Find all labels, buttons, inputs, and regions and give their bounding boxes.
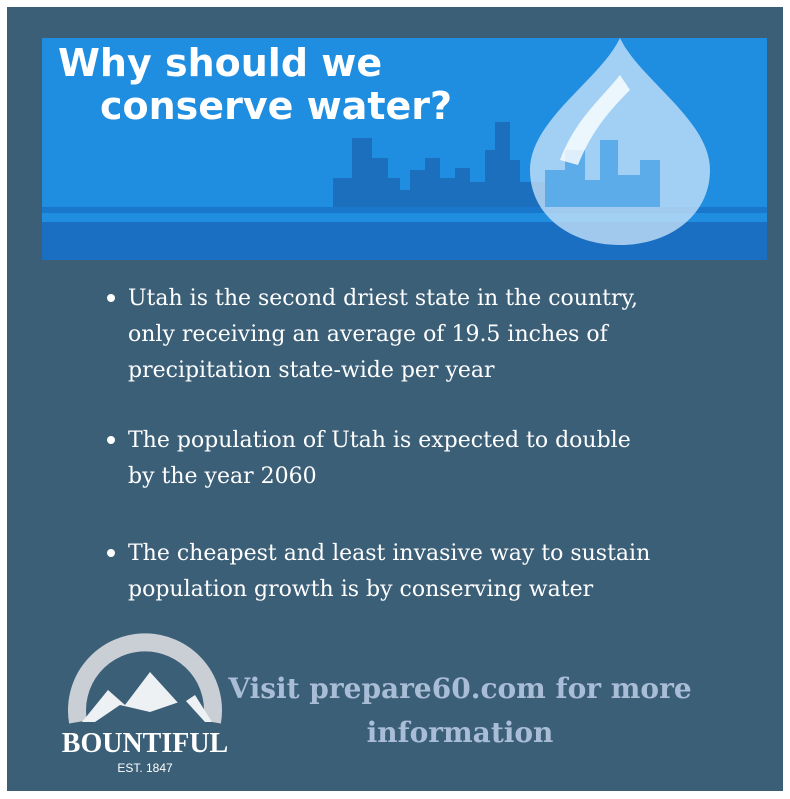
footer-line: Visit prepare60.com for more (227, 672, 691, 705)
bullet-text: population growth is by conserving water (128, 577, 594, 602)
logo-name: BOUNTIFUL (62, 728, 228, 759)
bullet-text: by the year 2060 (128, 464, 317, 489)
bullet-text: The population of Utah is expected to do… (128, 428, 631, 453)
bullet-text: precipitation state-wide per year (128, 358, 495, 383)
bullet-text: The cheapest and least invasive way to s… (128, 541, 650, 566)
logo-established: EST. 1847 (117, 761, 173, 775)
bullet-dot (107, 436, 115, 444)
infographic: Why should we conserve water? Utah is th… (0, 0, 790, 799)
footer-line: information (367, 716, 554, 749)
bullet-dot (107, 549, 115, 557)
bullet-dot (107, 294, 115, 302)
bullet-list: Utah is the second driest state in the c… (107, 286, 650, 602)
bullet-text: only receiving an average of 19.5 inches… (128, 322, 610, 347)
title-line: Why should we (58, 41, 382, 85)
title-line: conserve water? (100, 84, 452, 128)
bullet-text: Utah is the second driest state in the c… (128, 286, 638, 311)
